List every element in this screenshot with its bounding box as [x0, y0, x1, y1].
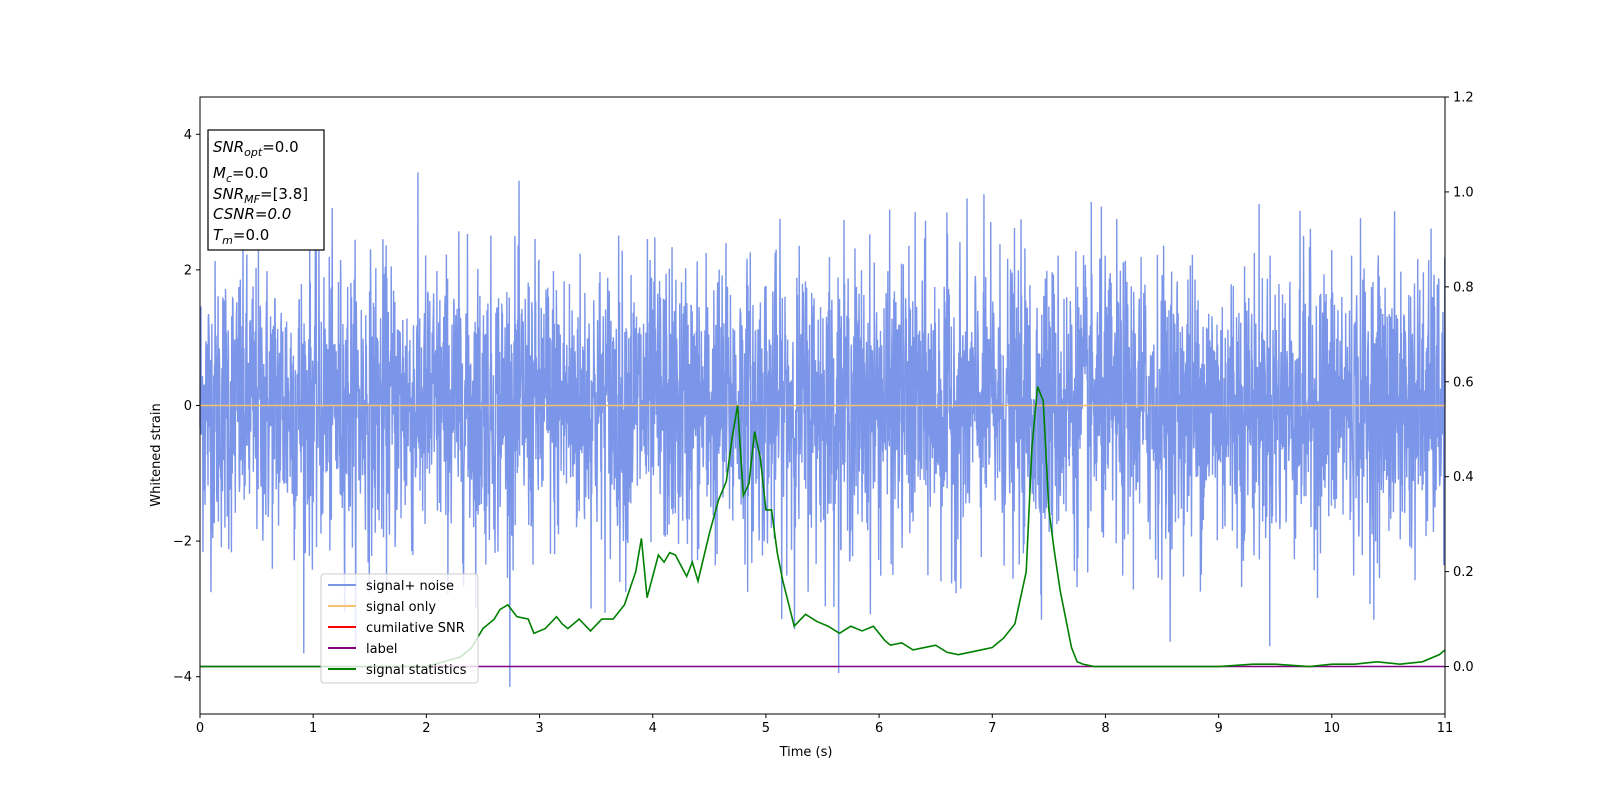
info-box: SNRopt=0.0 Mc=0.0 SNRMF=[3.8] CSNR=0.0 T… [207, 129, 325, 251]
left-y-tick-label: −4 [173, 670, 192, 685]
x-tick-label: 8 [1101, 721, 1109, 736]
signal-statistics-line [200, 386, 1446, 668]
x-tick-label: 10 [1324, 721, 1341, 736]
x-tick-label: 6 [875, 721, 883, 736]
x-tick-label: 3 [535, 721, 543, 736]
legend-label-cumulative-snr: cumilative SNR [366, 621, 465, 636]
info-csnr: CSNR=0.0 [213, 205, 291, 223]
signal-noise-line [199, 172, 1446, 687]
x-tick-label: 4 [649, 721, 657, 736]
legend-label-label: label [366, 642, 397, 657]
x-tick-label: 0 [196, 721, 204, 736]
right-y-tick-label: 0.0 [1453, 660, 1474, 675]
legend: signal+ noise signal only cumilative SNR… [320, 573, 479, 684]
legend-label-signal-statistics: signal statistics [366, 663, 467, 678]
right-y-axis-ticks: 0.0 0.2 0.4 0.6 0.8 1.0 1.2 [1445, 91, 1474, 675]
left-y-tick-label: 0 [184, 399, 192, 414]
left-y-tick-label: 2 [184, 263, 192, 278]
left-y-axis-ticks: −4 −2 0 2 4 [173, 128, 200, 685]
signal-noise-series [199, 172, 1446, 687]
x-axis-ticks: 0 1 2 3 4 5 6 7 8 9 10 11 [196, 714, 1453, 736]
right-y-tick-label: 1.0 [1453, 185, 1474, 200]
right-y-tick-label: 1.2 [1453, 91, 1474, 106]
info-snr-mf: SNRMF=[3.8] [213, 185, 308, 206]
x-tick-label: 2 [422, 721, 430, 736]
legend-label-signal-only: signal only [366, 600, 436, 615]
info-mc: Mc=0.0 [213, 164, 268, 185]
y-axis-label: Whitened strain [149, 403, 164, 506]
left-y-tick-label: 4 [184, 128, 192, 143]
x-axis-label: Time (s) [779, 745, 833, 760]
x-tick-label: 11 [1437, 721, 1454, 736]
x-tick-label: 1 [309, 721, 317, 736]
x-tick-label: 5 [762, 721, 770, 736]
right-y-tick-label: 0.4 [1453, 470, 1474, 485]
right-y-tick-label: 0.6 [1453, 375, 1474, 390]
left-y-tick-label: −2 [173, 535, 192, 550]
x-tick-label: 9 [1214, 721, 1222, 736]
legend-label-signal-noise: signal+ noise [366, 579, 454, 594]
x-tick-label: 7 [988, 721, 996, 736]
right-y-tick-label: 0.8 [1453, 280, 1474, 295]
info-snr-opt: SNRopt=0.0 [213, 138, 299, 159]
right-y-tick-label: 0.2 [1453, 565, 1474, 580]
info-tm: Tm=0.0 [213, 226, 269, 247]
